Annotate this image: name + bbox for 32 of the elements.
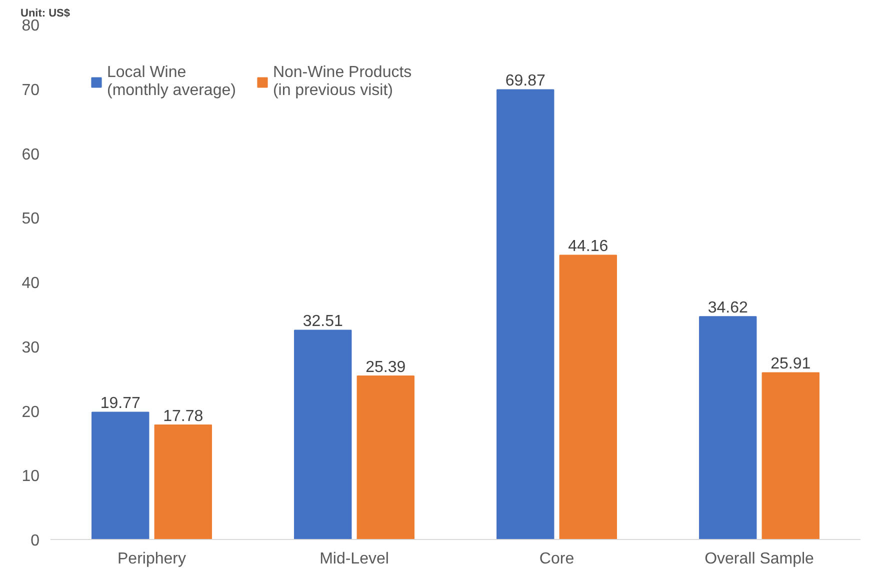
- data-label: 34.62: [708, 300, 748, 317]
- text: Unit: US$: [20, 8, 70, 20]
- x-tick-label: Periphery: [118, 550, 186, 568]
- bar: [92, 412, 150, 540]
- x-tick-label: Overall Sample: [704, 550, 814, 568]
- data-label: 25.91: [770, 356, 811, 373]
- data-label: 19.77: [100, 395, 140, 412]
- y-tick-label: 50: [22, 210, 40, 228]
- y-tick-label: 70: [22, 82, 40, 99]
- y-tick-label: 40: [22, 275, 40, 292]
- y-tick-label: 20: [22, 404, 40, 421]
- bar: [559, 254, 617, 540]
- legend-label: Non-Wine Products (in previous visit): [272, 64, 412, 100]
- data-label: 17.78: [163, 408, 204, 426]
- y-tick-label: 60: [22, 146, 40, 164]
- y-tick-label: 0: [30, 532, 40, 550]
- data-label: 69.87: [505, 72, 546, 90]
- legend-label: Local Wine (monthly average): [107, 64, 236, 100]
- bar: [496, 89, 554, 540]
- data-label: 44.16: [568, 238, 608, 256]
- bar: [154, 424, 212, 540]
- data-label: 25.39: [366, 359, 406, 376]
- bar: [356, 376, 414, 540]
- data-label: 32.51: [302, 313, 343, 330]
- y-tick-label: 80: [22, 18, 40, 34]
- y-tick-label: 30: [22, 339, 40, 356]
- bar: [699, 316, 757, 540]
- bar: [762, 372, 820, 540]
- x-tick-label: Mid-Level: [320, 550, 389, 568]
- y-tick-label: 10: [22, 468, 40, 486]
- x-tick-label: Core: [539, 550, 574, 568]
- bar: [294, 330, 352, 540]
